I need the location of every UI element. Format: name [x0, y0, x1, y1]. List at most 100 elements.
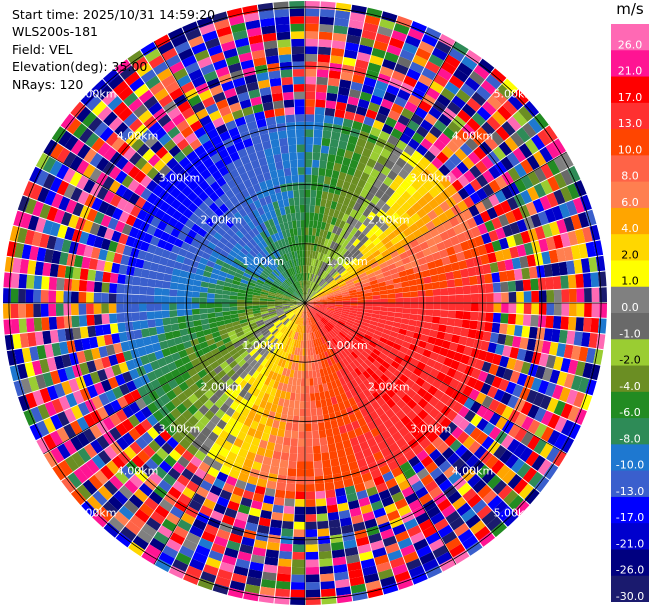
velocity-gate: [313, 377, 318, 386]
velocity-gate: [257, 242, 265, 251]
velocity-gate: [144, 135, 158, 149]
velocity-gate: [308, 220, 314, 228]
velocity-gate: [154, 505, 170, 519]
velocity-gate: [192, 314, 201, 321]
velocity-gate: [231, 337, 240, 345]
velocity-gate: [253, 312, 262, 317]
velocity-gate: [323, 254, 329, 263]
range-ring-label: 4.00km: [452, 130, 494, 143]
velocity-gate: [332, 225, 339, 234]
velocity-gate: [167, 107, 182, 120]
velocity-gate: [532, 198, 545, 213]
velocity-gate: [317, 520, 329, 530]
velocity-gate: [153, 485, 168, 499]
velocity-gate: [277, 565, 292, 575]
velocity-gate: [507, 167, 521, 182]
velocity-gate: [444, 386, 456, 398]
velocity-gate: [366, 344, 375, 352]
velocity-gate: [176, 303, 185, 310]
velocity-gate: [265, 321, 274, 328]
velocity-gate: [30, 406, 43, 423]
velocity-gate: [334, 306, 343, 309]
velocity-gate: [282, 160, 291, 169]
velocity-gate: [151, 342, 162, 352]
velocity-gate: [347, 561, 362, 572]
velocity-gate: [152, 409, 165, 422]
velocity-gate: [392, 342, 402, 351]
velocity-gate: [235, 558, 251, 569]
velocity-gate: [283, 344, 289, 353]
velocity-gate: [340, 432, 350, 442]
velocity-gate: [263, 318, 272, 324]
velocity-gate: [172, 480, 186, 493]
velocity-gate: [76, 416, 90, 432]
velocity-gate: [280, 413, 288, 423]
velocity-gate: [418, 518, 434, 532]
velocity-gate: [481, 101, 497, 116]
velocity-gate: [361, 84, 375, 95]
velocity-gate: [497, 105, 513, 121]
velocity-gate: [295, 129, 305, 138]
velocity-gate: [127, 165, 141, 179]
velocity-gate: [588, 332, 598, 349]
velocity-gate: [186, 480, 200, 493]
velocity-gate: [277, 358, 284, 367]
velocity-gate: [332, 313, 341, 319]
velocity-gate: [309, 308, 316, 315]
velocity-gate: [93, 235, 104, 249]
velocity-gate: [10, 273, 20, 288]
velocity-gate: [305, 84, 316, 92]
velocity-gate: [245, 521, 258, 532]
velocity-gate: [288, 287, 295, 293]
velocity-gate: [276, 257, 283, 266]
velocity-gate: [331, 285, 340, 291]
velocity-gate: [274, 303, 283, 305]
velocity-gate: [348, 312, 357, 317]
velocity-gate: [305, 483, 315, 492]
velocity-gate: [299, 303, 305, 309]
velocity-gate: [169, 316, 179, 325]
velocity-gate: [365, 303, 373, 307]
velocity-gate: [312, 220, 318, 229]
velocity-gate: [195, 330, 205, 338]
velocity-gate: [237, 448, 249, 459]
velocity-gate: [428, 106, 442, 120]
velocity-gate: [295, 355, 300, 364]
velocity-gate: [342, 222, 351, 231]
velocity-gate: [546, 397, 559, 413]
velocity-gate: [34, 331, 45, 346]
velocity-gate: [467, 328, 477, 339]
velocity-gate: [335, 299, 343, 302]
velocity-gate: [142, 336, 152, 346]
velocity-gate: [264, 109, 275, 119]
velocity-gate: [329, 365, 336, 374]
velocity-gate: [109, 272, 119, 284]
velocity-gate: [431, 281, 441, 290]
velocity-gate: [343, 399, 352, 409]
velocity-gate: [203, 232, 214, 242]
velocity-gate: [212, 425, 223, 436]
velocity-gate: [324, 314, 332, 320]
velocity-gate: [449, 516, 465, 531]
velocity-gate: [233, 340, 242, 349]
velocity-gate: [520, 431, 534, 447]
velocity-gate: [471, 91, 487, 107]
velocity-gate: [294, 308, 301, 315]
velocity-gate: [485, 283, 494, 293]
velocity-gate: [18, 288, 26, 303]
velocity-gate: [321, 245, 327, 254]
velocity-gate: [337, 211, 345, 221]
velocity-gate: [300, 393, 305, 402]
velocity-gate: [320, 198, 327, 207]
velocity-gate: [18, 318, 28, 333]
velocity-gate: [357, 305, 366, 310]
velocity-gate: [302, 303, 305, 311]
velocity-gate: [85, 458, 100, 475]
velocity-gate: [148, 54, 165, 69]
velocity-gate: [194, 449, 207, 462]
velocity-gate: [140, 418, 153, 432]
velocity-gate: [448, 75, 465, 89]
velocity-gate: [178, 322, 187, 330]
velocity-gate: [325, 333, 332, 341]
velocity-gate: [277, 130, 288, 139]
